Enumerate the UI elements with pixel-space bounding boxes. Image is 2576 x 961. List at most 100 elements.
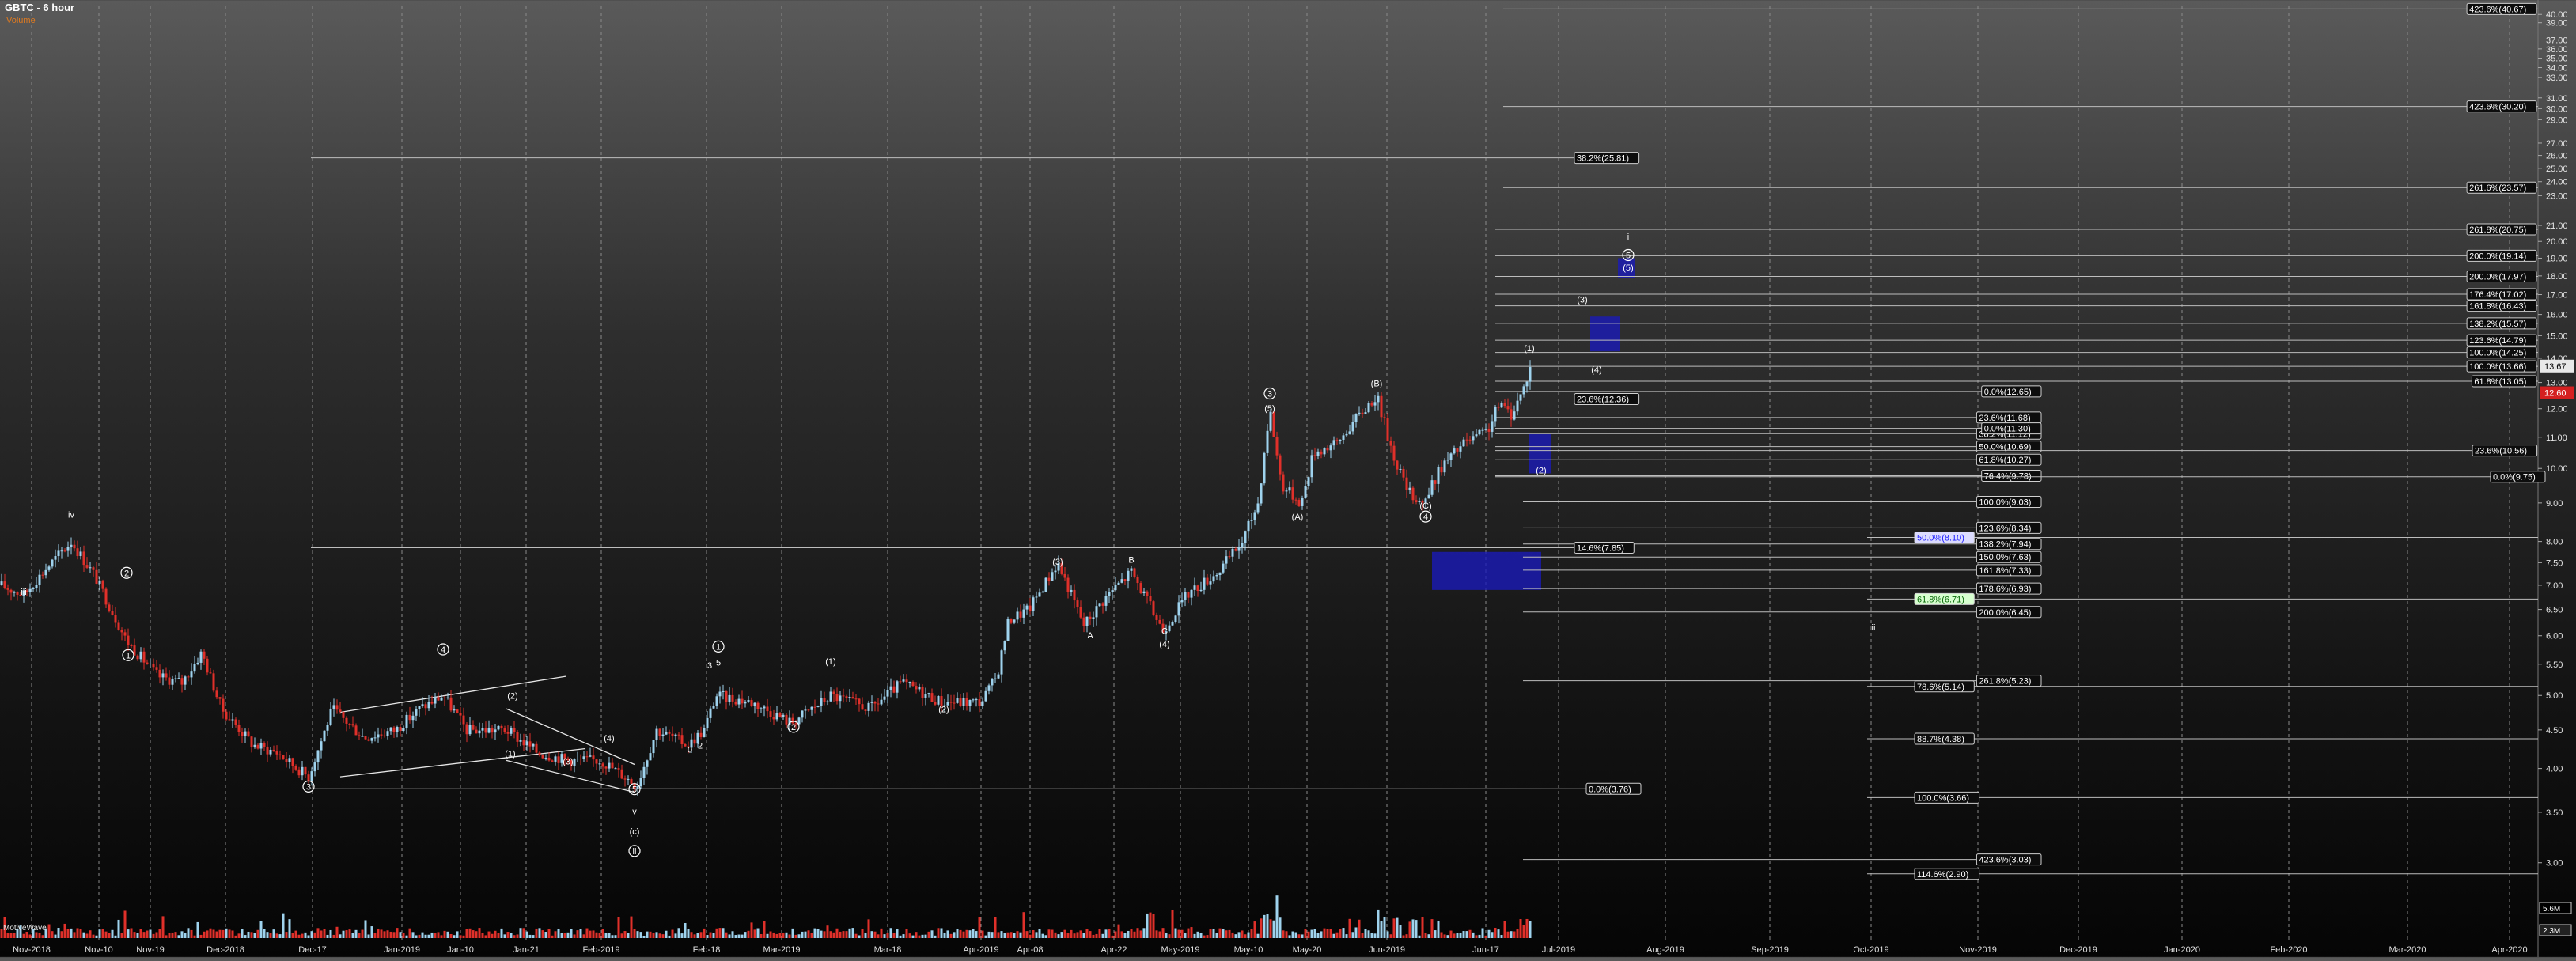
price-tick-label: 12.00 [2546, 405, 2568, 414]
candle-body [763, 706, 766, 709]
candle-body [661, 734, 665, 736]
candle-body [1294, 499, 1297, 501]
candle-body [1529, 367, 1532, 382]
candle-body [478, 730, 481, 734]
candle-body [358, 735, 361, 737]
candle-body [123, 632, 127, 636]
candle-body [870, 702, 873, 703]
wave-label: (A) [1292, 513, 1304, 522]
candle-body [1234, 548, 1237, 551]
channel-line [339, 747, 586, 778]
svg-text:200.0%(6.45): 200.0%(6.45) [1979, 608, 2031, 618]
fib-level-label: 0.0%(12.65) [1981, 385, 2042, 398]
candle-body [456, 709, 459, 713]
wave-label: 5 [632, 785, 637, 795]
wave-label: 4 [441, 645, 445, 655]
candle-body [1386, 418, 1389, 441]
svg-text:50.0%(10.69): 50.0%(10.69) [1979, 443, 2031, 452]
wave-label: (5) [1264, 404, 1275, 414]
candle-body [1434, 480, 1437, 484]
svg-text:0.0%(11.30): 0.0%(11.30) [1984, 425, 2031, 434]
candles[interactable] [0, 360, 1532, 797]
candle-body [611, 762, 614, 769]
candle-body [1345, 433, 1348, 436]
candle-body [196, 662, 199, 664]
candle-body [813, 706, 816, 708]
candle-body [968, 699, 972, 706]
candle-body [275, 751, 278, 755]
wave-label: 2 [698, 742, 703, 751]
price-tick-label: 5.00 [2546, 691, 2563, 701]
svg-text:200.0%(19.14): 200.0%(19.14) [2469, 252, 2526, 261]
price-tick-label: 24.00 [2546, 178, 2568, 187]
candle-body [1196, 585, 1199, 592]
candle-body [139, 651, 142, 660]
time-tick-label: Feb-2020 [2270, 945, 2307, 955]
time-tick-label: Feb-2019 [582, 945, 619, 955]
fib-level-label: 178.6%(6.93) [1976, 582, 2042, 595]
time-tick-label: Apr-22 [1100, 945, 1127, 955]
candle-body [519, 740, 522, 742]
wave-label: (4) [1591, 365, 1601, 375]
candle-body [810, 706, 813, 710]
candle-body [389, 727, 392, 732]
candle-body [554, 756, 557, 762]
svg-text:0.0%(3.76): 0.0%(3.76) [1589, 785, 1631, 794]
candle-body [484, 728, 487, 733]
candle-body [1392, 445, 1396, 461]
svg-text:61.8%(13.05): 61.8%(13.05) [2474, 377, 2526, 387]
candle-body [1478, 429, 1481, 435]
candle-body [377, 734, 380, 738]
candle-body [1029, 605, 1032, 611]
candle-body [769, 711, 772, 717]
wave-label: 2 [791, 723, 796, 732]
candle-body [104, 588, 108, 605]
candle-body [1443, 460, 1446, 473]
candle-body [570, 760, 573, 766]
wave-label: (3) [1577, 295, 1587, 305]
price-tick-label: 27.00 [2546, 139, 2568, 149]
wave-label-circle [1622, 248, 1635, 262]
candle-body [997, 674, 1000, 679]
candle-body [674, 734, 677, 737]
candle-body [269, 749, 272, 755]
wave-label-circle [120, 566, 133, 579]
candle-body [981, 701, 984, 706]
candle-body [206, 658, 209, 673]
candle-body [962, 698, 965, 706]
candle-body [1418, 501, 1421, 502]
candle-body [117, 622, 120, 630]
fib-level-label: 50.0%(8.10) [1914, 531, 1975, 543]
wave-label-circle [1263, 387, 1276, 400]
wave-label: (2) [938, 705, 949, 714]
svg-text:14.6%(7.85): 14.6%(7.85) [1577, 543, 1624, 553]
price-tick-label: 5.50 [2546, 660, 2563, 670]
current-price-marker [2540, 359, 2574, 373]
wave-label: 3 [1267, 389, 1272, 399]
price-tick-label: 35.00 [2546, 55, 2568, 64]
candle-body [301, 766, 304, 776]
candle-body [1212, 576, 1215, 582]
candle-body [766, 706, 769, 712]
candle-body [386, 731, 389, 736]
candle-body [699, 732, 703, 737]
candle-body [1114, 585, 1117, 591]
price-tick-label: 37.00 [2546, 36, 2568, 46]
candle-body [652, 740, 655, 754]
price-axis[interactable]: 3.00 3.50 4.00 4.50 5.00 5.50 6.00 6.50 7.00 7.50… [2537, 0, 2574, 957]
candle-body [177, 678, 180, 679]
candle-body [883, 696, 886, 700]
candle-body [370, 738, 373, 741]
candle-body [1522, 386, 1525, 395]
candle-body [1440, 467, 1443, 473]
candle-body [51, 559, 54, 567]
candle-body [291, 758, 294, 766]
candle-body [772, 717, 775, 720]
candle-body [1310, 455, 1313, 478]
candle-body [1282, 474, 1285, 492]
fib-level-label: 123.6%(8.34) [1976, 521, 2042, 534]
candle-body [1051, 572, 1054, 581]
candle-body [1427, 494, 1430, 499]
wave-label-circle [302, 780, 315, 793]
